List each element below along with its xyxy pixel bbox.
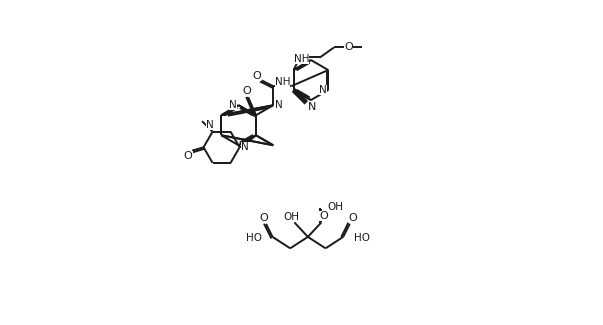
Text: OH: OH bbox=[327, 202, 344, 212]
Text: HO: HO bbox=[246, 233, 262, 243]
Text: HO: HO bbox=[354, 233, 370, 243]
Text: NH: NH bbox=[274, 77, 290, 86]
Text: OH: OH bbox=[283, 212, 299, 222]
Text: N: N bbox=[241, 142, 249, 152]
Text: N: N bbox=[319, 85, 327, 95]
Text: O: O bbox=[349, 214, 357, 224]
Text: N: N bbox=[229, 100, 237, 110]
Text: O: O bbox=[253, 71, 261, 81]
Text: N: N bbox=[206, 121, 213, 131]
Text: O: O bbox=[184, 151, 192, 161]
Text: N: N bbox=[308, 102, 316, 112]
Text: O: O bbox=[320, 211, 328, 221]
Text: O: O bbox=[259, 214, 268, 224]
Text: NH: NH bbox=[294, 54, 309, 64]
Text: O: O bbox=[344, 42, 353, 52]
Text: O: O bbox=[242, 86, 251, 96]
Text: N: N bbox=[275, 100, 283, 110]
